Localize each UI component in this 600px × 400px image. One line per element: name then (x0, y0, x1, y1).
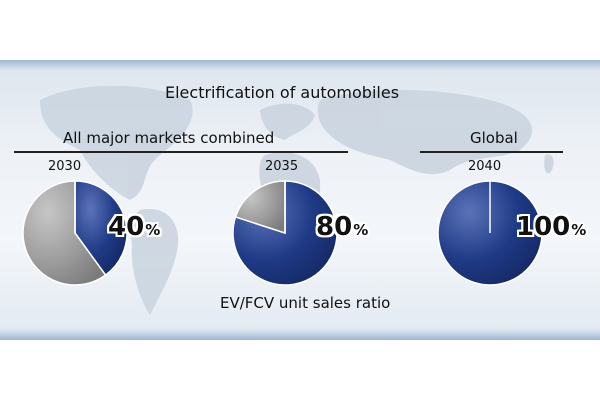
pie-2035 (232, 180, 338, 286)
group-rule-major-markets (14, 151, 348, 153)
pie-2030-slice-1 (22, 180, 107, 286)
year-label-2035: 2035 (265, 159, 299, 174)
pie-2030-slice-0 (74, 180, 128, 277)
footer-label: EV/FCV unit sales ratio (220, 294, 391, 312)
pie-2035-slice-1 (234, 180, 286, 235)
percent-value: 80 (316, 212, 353, 242)
panel-top-edge (0, 60, 600, 72)
pie-2040-percent-label: 100% (516, 212, 586, 242)
group-label-global: Global (470, 129, 518, 147)
pie-2035-percent-label: 80% (316, 212, 368, 242)
pie-2040 (437, 180, 543, 286)
panel-bottom-edge (0, 328, 600, 340)
chart-title: Electrification of automobiles (165, 83, 400, 102)
percent-unit: % (571, 221, 587, 239)
pie-2030 (22, 180, 128, 286)
percent-value: 40 (108, 212, 145, 242)
group-rule-global (420, 151, 563, 153)
year-label-2040: 2040 (468, 159, 502, 174)
percent-value: 100 (516, 212, 571, 242)
year-label-2030: 2030 (48, 159, 82, 174)
pie-2030-percent-label: 40% (108, 212, 160, 242)
group-label-major-markets: All major markets combined (63, 129, 275, 147)
percent-unit: % (145, 221, 161, 239)
percent-unit: % (353, 221, 369, 239)
